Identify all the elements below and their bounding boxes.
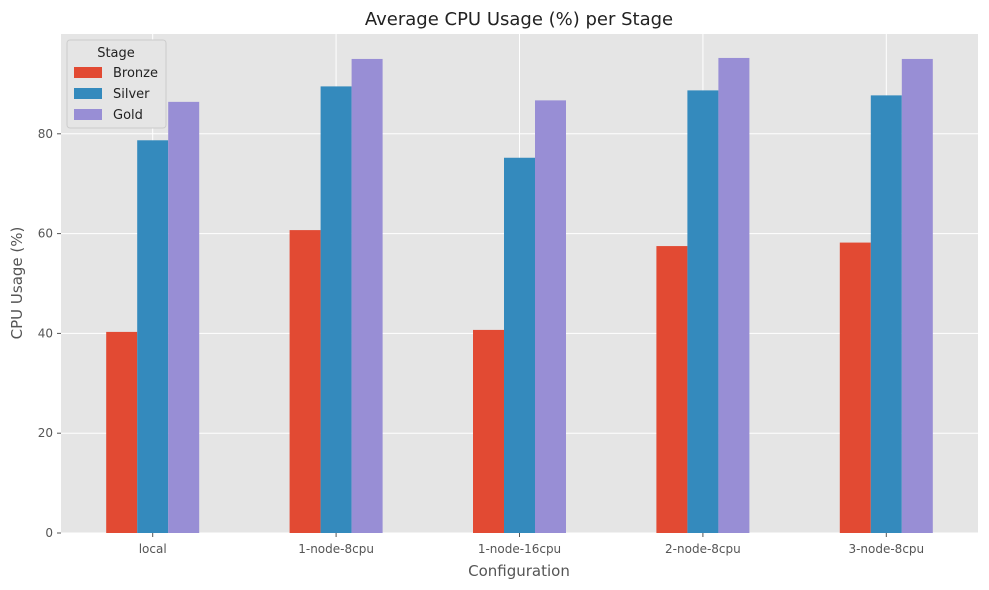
- legend-swatch-silver: [74, 88, 102, 99]
- x-axis-ticks: local 1-node-8cpu 1-node-16cpu 2-node-8cpu 3…: [139, 533, 924, 556]
- y-tick-label: 0: [45, 526, 53, 540]
- bar-silver-2-node-8cpu: [687, 90, 719, 534]
- bar-bronze-2-node-8cpu: [656, 246, 688, 533]
- x-tick-label: 1-node-16cpu: [478, 542, 561, 556]
- chart-title: Average CPU Usage (%) per Stage: [365, 9, 673, 30]
- bars: [106, 57, 933, 534]
- y-tick-label: 40: [38, 326, 53, 340]
- x-axis-label: Configuration: [468, 562, 570, 580]
- x-tick-label: 2-node-8cpu: [665, 542, 741, 556]
- y-tick-label: 20: [38, 426, 53, 440]
- legend-title: Stage: [97, 46, 135, 61]
- y-axis-ticks: 0 20 40 60 80: [38, 127, 61, 540]
- bar-gold-3-node-8cpu: [901, 58, 933, 533]
- legend-box: [66, 39, 167, 129]
- legend: Stage Bronze Silver Gold: [66, 39, 167, 129]
- y-axis-label: CPU Usage (%): [8, 227, 26, 340]
- bar-silver-1-node-16cpu: [504, 157, 535, 533]
- legend-label-silver: Silver: [113, 87, 150, 102]
- y-tick-label: 60: [38, 227, 53, 241]
- bar-silver-1-node-8cpu: [320, 86, 352, 534]
- bar-gold-1-node-16cpu: [535, 100, 566, 533]
- legend-label-gold: Gold: [113, 108, 143, 123]
- y-tick-label: 80: [38, 127, 53, 141]
- bar-bronze-1-node-16cpu: [473, 329, 504, 533]
- legend-swatch-bronze: [74, 67, 102, 78]
- x-tick-label: 3-node-8cpu: [848, 542, 924, 556]
- bar-gold-2-node-8cpu: [718, 57, 750, 534]
- bar-silver-local: [137, 140, 169, 534]
- bar-silver-3-node-8cpu: [870, 95, 902, 533]
- legend-swatch-gold: [74, 109, 102, 120]
- bar-bronze-3-node-8cpu: [839, 242, 871, 533]
- x-tick-label: 1-node-8cpu: [298, 542, 374, 556]
- legend-label-bronze: Bronze: [113, 66, 158, 81]
- x-tick-label: local: [139, 542, 167, 556]
- bar-gold-1-node-8cpu: [351, 58, 383, 533]
- bar-bronze-1-node-8cpu: [289, 230, 321, 533]
- bar-bronze-local: [106, 331, 138, 533]
- bar-gold-local: [168, 101, 200, 533]
